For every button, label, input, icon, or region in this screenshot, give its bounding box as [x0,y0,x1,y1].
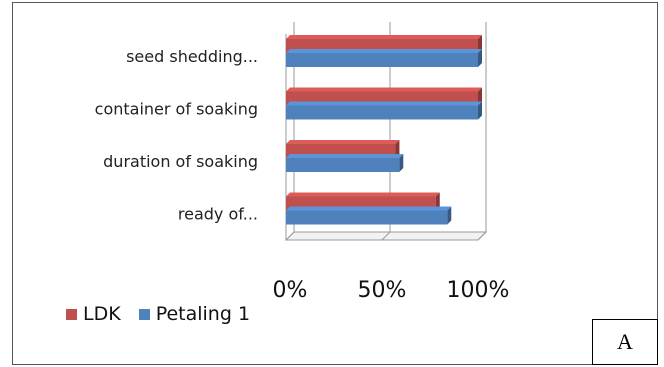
bar-petaling [286,206,452,225]
bar-front-face [286,210,448,225]
petaling-swatch-icon [138,308,150,320]
bar-side-face [478,101,482,120]
legend-label-petaling: Petaling 1 [155,303,251,325]
floor-gridline-100 [477,231,487,241]
label-layer: 0% 50% 100% seed shedding... container of so… [95,47,510,303]
bar-petaling [286,49,482,67]
x-tick-label: 50% [358,278,407,303]
panel-tag: A [592,319,658,365]
bar-petaling [286,101,482,120]
category-label: duration of soaking [103,152,258,171]
ldk-swatch-icon [66,308,77,320]
bar-side-face [435,192,440,211]
bar-top-face [286,35,482,39]
category-label: ready of... [178,204,258,223]
bar-side-face [478,49,482,67]
bar-front-face [286,53,478,67]
legend-item-petaling: Petaling 1 [138,303,251,325]
bar-petaling [286,154,404,172]
bar-front-face [286,158,400,172]
bar-side-face [478,87,482,106]
x-tick-label: 100% [447,278,510,303]
category-label: seed shedding... [126,47,258,66]
bar-side-face [478,35,482,53]
bar-top-face [286,192,440,197]
bar-side-face [395,140,400,158]
x-tick-label: 0% [273,278,308,303]
legend-label-ldk: LDK [83,303,121,325]
bar-top-face [286,49,482,53]
bar-top-face [286,87,482,92]
bar-top-face [286,140,400,144]
category-label: container of soaking [95,99,258,118]
bar-side-face [447,206,452,225]
bar-side-face [399,154,404,172]
floor-gridline-0 [285,231,295,241]
legend-item-ldk: LDK [66,303,121,325]
legend: LDK Petaling 1 [66,303,260,325]
floor-gridline-50 [381,231,391,241]
bar-front-face [286,105,478,120]
bar-layer [286,35,482,225]
bar-top-face [286,206,452,211]
bar-top-face [286,154,404,158]
bar-top-face [286,101,482,106]
